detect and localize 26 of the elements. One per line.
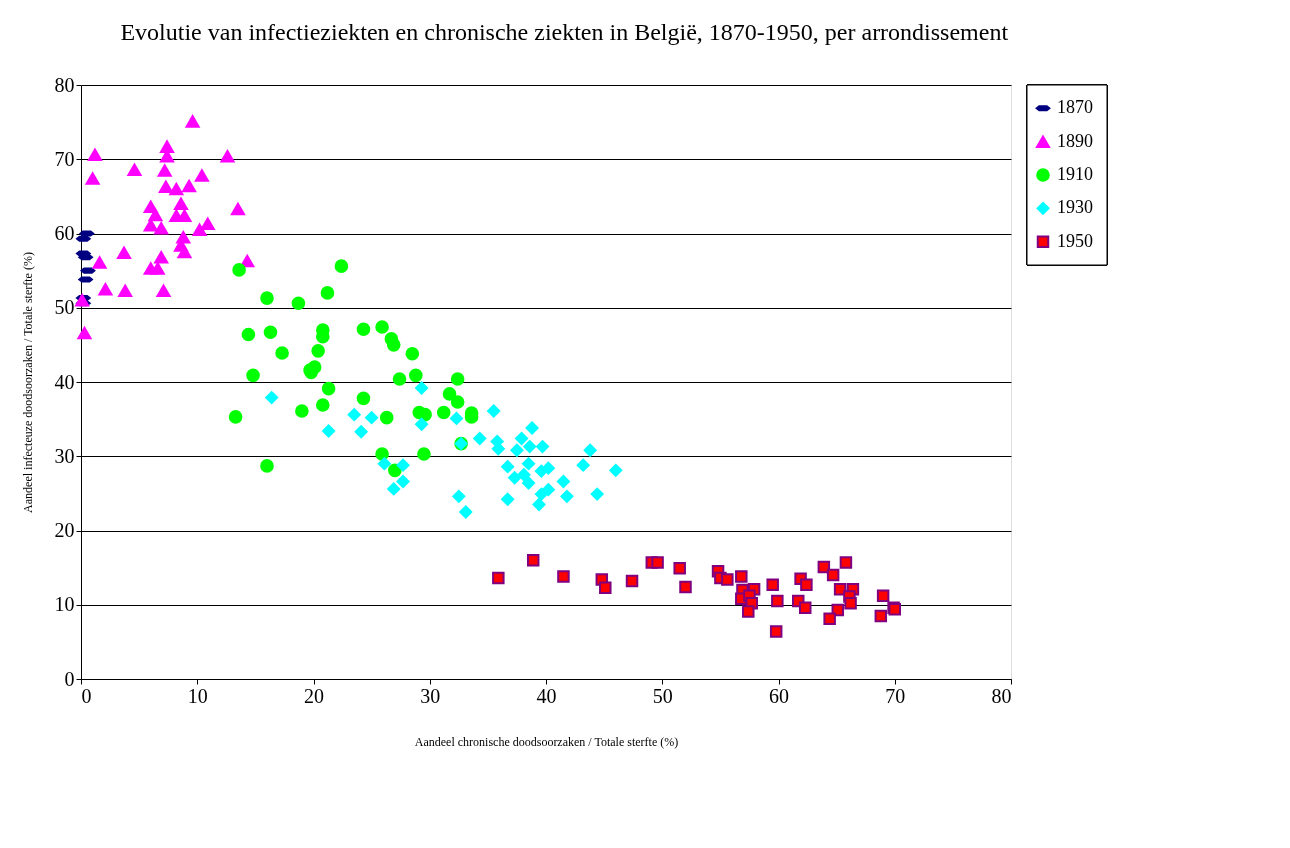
y-tick-label: 0 <box>64 667 75 690</box>
legend-label: 1950 <box>1057 230 1093 251</box>
x-tick-label: 40 <box>536 684 557 707</box>
y-tick-label: 50 <box>54 296 75 319</box>
y-tick-label: 40 <box>54 370 75 393</box>
y-tick-label: 70 <box>54 147 75 170</box>
y-axis-title: Aandeel infecteuze doodsoorzaken / Totale sterfte (%) <box>20 252 35 513</box>
x-tick-label: 60 <box>769 684 789 707</box>
y-tick-label: 60 <box>54 222 75 244</box>
legend-label: 1930 <box>1057 197 1093 218</box>
y-tick-label: 10 <box>54 593 75 616</box>
x-tick-label: 0 <box>81 684 92 707</box>
x-axis-title: Aandeel chronische doodsoorzaken / Totale sterfte (%) <box>414 734 679 749</box>
legend-label: 1870 <box>1057 97 1093 118</box>
y-tick-label: 30 <box>54 444 75 467</box>
y-tick-label: 80 <box>54 73 75 96</box>
x-tick-label: 70 <box>885 684 906 707</box>
x-tick-label: 30 <box>420 684 441 707</box>
chart-title: Evolutie van infectieziekten en chronische ziekten in België, 1870-1950, per arrondissement <box>120 18 1009 45</box>
x-tick-label: 10 <box>187 684 208 707</box>
x-tick-label: 50 <box>652 684 673 707</box>
y-tick-label: 20 <box>54 519 75 541</box>
x-tick-label: 20 <box>304 684 324 707</box>
legend-label: 1890 <box>1057 130 1093 151</box>
legend-label: 1910 <box>1057 164 1093 184</box>
x-tick-label: 80 <box>991 684 1012 707</box>
